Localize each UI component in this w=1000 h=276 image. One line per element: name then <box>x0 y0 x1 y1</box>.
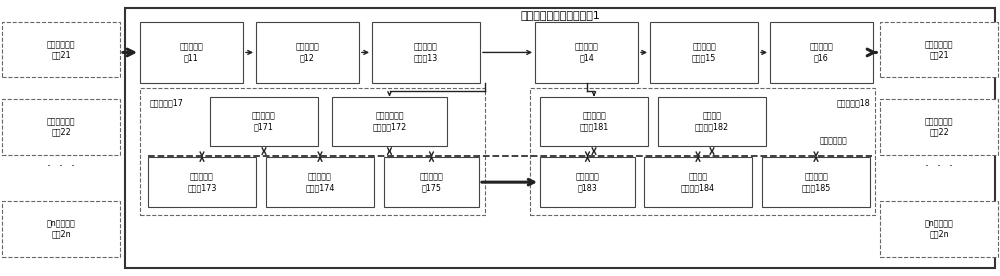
Bar <box>880 201 998 257</box>
Bar <box>256 22 359 83</box>
Bar <box>266 157 374 207</box>
Text: 第n就地保护
装置2n: 第n就地保护 装置2n <box>47 219 75 239</box>
Bar <box>140 88 485 215</box>
Text: 馈线故障分
析模块173: 馈线故障分 析模块173 <box>187 172 217 192</box>
Bar <box>880 99 998 155</box>
Bar <box>384 157 479 207</box>
Text: 第二就地保护
装置22: 第二就地保护 装置22 <box>925 117 953 137</box>
Bar <box>540 97 648 146</box>
Text: 第一就地保护
装置21: 第一就地保护 装置21 <box>925 40 953 59</box>
Text: 第二就地保护
装置22: 第二就地保护 装置22 <box>47 117 75 137</box>
Text: 保护控制动作
出口模块172: 保护控制动作 出口模块172 <box>372 112 407 131</box>
Text: 报文接收模
块11: 报文接收模 块11 <box>180 43 203 62</box>
Bar <box>530 88 875 215</box>
Text: 报文解析模
块12: 报文解析模 块12 <box>296 43 319 62</box>
Bar <box>650 22 758 83</box>
Bar <box>644 157 752 207</box>
Bar <box>770 22 873 83</box>
Bar <box>658 97 766 146</box>
Bar <box>2 201 120 257</box>
Text: 数据分析模
块171: 数据分析模 块171 <box>252 112 276 131</box>
Text: 报文封装模
块14: 报文封装模 块14 <box>575 43 598 62</box>
Bar <box>2 22 120 77</box>
Bar <box>762 157 870 207</box>
Bar <box>540 157 635 207</box>
Bar <box>125 8 995 268</box>
Text: 后备保护模
块175: 后备保护模 块175 <box>420 172 443 192</box>
Bar <box>535 22 638 83</box>
Bar <box>332 97 447 146</box>
Bar <box>880 22 998 77</box>
Text: 冗余报文配
置模块15: 冗余报文配 置模块15 <box>692 43 716 62</box>
Bar <box>148 157 256 207</box>
Text: 保护定值
管理模块182: 保护定值 管理模块182 <box>695 112 729 131</box>
Text: 报文发送模
块16: 报文发送模 块16 <box>810 43 833 62</box>
Text: ·  ·  ·: · · · <box>47 160 75 174</box>
Bar <box>210 97 318 146</box>
Text: 管理功能出
口模块181: 管理功能出 口模块181 <box>579 112 609 131</box>
Text: 开关状态
管理模块184: 开关状态 管理模块184 <box>681 172 715 192</box>
Text: 保护管理区18: 保护管理区18 <box>836 98 870 107</box>
Bar <box>372 22 480 83</box>
Text: 内部数据总线: 内部数据总线 <box>820 136 848 145</box>
Text: 母线故障分
析模块174: 母线故障分 析模块174 <box>305 172 335 192</box>
Text: 就地信息召
唤模块185: 就地信息召 唤模块185 <box>801 172 831 192</box>
Bar <box>140 22 243 83</box>
Text: 第n就地保护
装置2n: 第n就地保护 装置2n <box>925 219 953 239</box>
Text: 第一就地保护
装置21: 第一就地保护 装置21 <box>47 40 75 59</box>
Text: 人机交互模
块183: 人机交互模 块183 <box>576 172 599 192</box>
Text: 保护功能区17: 保护功能区17 <box>150 98 184 107</box>
Text: ·  ·  ·: · · · <box>925 160 953 174</box>
Text: 冗余报文纠
错模块13: 冗余报文纠 错模块13 <box>414 43 438 62</box>
Bar <box>2 99 120 155</box>
Text: 集中式继电保护管理平台1: 集中式继电保护管理平台1 <box>520 10 600 20</box>
